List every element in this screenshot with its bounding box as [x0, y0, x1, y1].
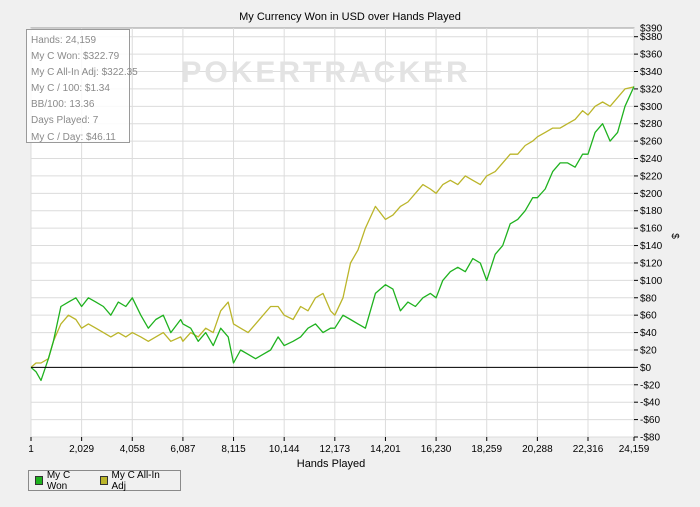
y-axis-ticks: -$80 -$60 -$40 -$20 $0 $20 $40 $60 $80 $100 $120 $1…: [634, 24, 663, 444]
x-tick-label: 18,259: [471, 444, 502, 455]
stat-won: My C Won: $322.79: [31, 51, 120, 63]
stat-per-100: My C / 100: $1.34: [31, 83, 110, 95]
y-tick-label: $60: [640, 311, 657, 322]
y-tick-label: $220: [640, 171, 663, 182]
y-tick-label: $200: [640, 189, 663, 200]
series-line-my-c-all-in-adj: [30, 86, 635, 368]
x-tick-label: 8,115: [221, 444, 246, 455]
y-tick-label: $300: [640, 102, 663, 113]
legend-swatch-all-in-adj: [99, 476, 108, 485]
y-tick-label: $320: [640, 84, 663, 95]
y-tick-label: -$40: [640, 398, 660, 409]
y-tick-label: $240: [640, 154, 663, 165]
stat-per-day: My C / Day: $46.11: [31, 131, 116, 143]
y-axis-label: $: [669, 233, 680, 239]
x-tick-label: 20,288: [522, 444, 553, 455]
x-tick-label: 12,173: [320, 444, 351, 455]
y-tick-label: -$20: [640, 380, 660, 391]
series-group: [30, 86, 635, 382]
x-tick-label: 14,201: [370, 444, 401, 455]
x-tick-label: 22,316: [573, 444, 604, 455]
y-tick-label: $180: [640, 206, 663, 217]
stat-bb-100: BB/100: 13.36: [31, 99, 95, 111]
stat-days-played: Days Played: 7: [31, 115, 99, 127]
legend-swatch-my-c-won: [35, 476, 43, 485]
x-tick-label: 2,029: [69, 444, 94, 455]
y-tick-label: $360: [640, 50, 663, 61]
chart-title: My Currency Won in USD over Hands Played: [239, 11, 461, 23]
y-tick-label: $280: [640, 119, 663, 130]
y-tick-label-top: $390: [640, 24, 663, 35]
y-tick-label: $140: [640, 241, 663, 252]
x-tick-label: 6,087: [170, 444, 195, 455]
y-tick-label: $80: [640, 293, 657, 304]
legend-label-all-in-adj: My C All-In Adj: [111, 469, 160, 492]
x-tick-label: 10,144: [269, 444, 300, 455]
y-tick-label: $0: [640, 363, 652, 374]
stats-box: Hands: 24,159 My C Won: $322.79 My C All…: [26, 29, 138, 143]
legend-item-my-c-won[interactable]: My C Won: [35, 470, 86, 492]
y-tick-label: $260: [640, 137, 663, 148]
x-tick-label: 1: [28, 444, 34, 455]
grid: [30, 28, 635, 438]
legend-label-my-c-won: My C Won: [46, 469, 71, 492]
y-tick-label: $340: [640, 67, 663, 78]
x-tick-label: 24,159: [619, 444, 650, 455]
y-tick-label: $40: [640, 328, 657, 339]
watermark-logo: POKERTRACKER: [181, 56, 470, 89]
legend: My C Won My C All-In Adj: [28, 469, 181, 492]
y-tick-label: $120: [640, 258, 663, 269]
y-tick-label: -$80: [640, 433, 660, 444]
y-tick-label: $380: [640, 32, 663, 43]
stat-all-in-adj: My C All-In Adj: $322.35: [31, 67, 138, 79]
x-axis-label: Hands Played: [297, 458, 366, 470]
series-line-my-c-won: [30, 86, 635, 382]
y-tick-label: $20: [640, 345, 657, 356]
x-tick-label: 16,230: [421, 444, 452, 455]
stat-hands: Hands: 24,159: [31, 35, 97, 46]
y-tick-label: $100: [640, 276, 663, 287]
y-tick-label: $160: [640, 224, 663, 235]
legend-item-all-in-adj[interactable]: My C All-In Adj: [99, 469, 166, 492]
x-tick-label: 4,058: [120, 444, 145, 455]
x-axis-ticks: 1 2,029 4,058 6,087 8,115 10,144 12,173 14,201 1…: [28, 437, 650, 455]
y-tick-label: -$60: [640, 415, 660, 426]
plot-area: [30, 27, 635, 438]
